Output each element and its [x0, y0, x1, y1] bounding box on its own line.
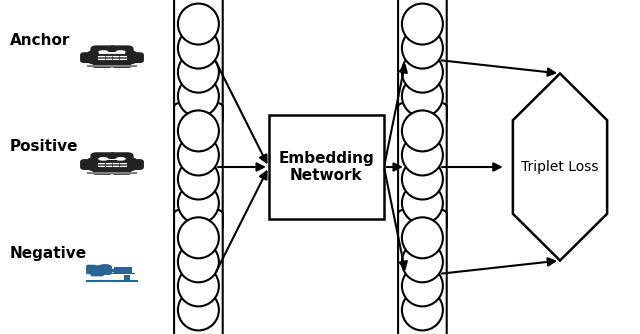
- Ellipse shape: [402, 217, 443, 258]
- Ellipse shape: [178, 183, 219, 223]
- Text: Positive: Positive: [10, 140, 78, 154]
- Ellipse shape: [178, 266, 219, 306]
- FancyBboxPatch shape: [81, 160, 97, 169]
- Ellipse shape: [402, 76, 443, 117]
- FancyBboxPatch shape: [124, 275, 131, 281]
- FancyBboxPatch shape: [174, 0, 223, 124]
- Text: Anchor: Anchor: [10, 33, 70, 47]
- Ellipse shape: [178, 28, 219, 68]
- FancyBboxPatch shape: [93, 171, 111, 174]
- FancyBboxPatch shape: [91, 272, 104, 277]
- Ellipse shape: [178, 159, 219, 199]
- Ellipse shape: [178, 4, 219, 44]
- FancyBboxPatch shape: [99, 159, 125, 160]
- Ellipse shape: [178, 217, 219, 258]
- FancyBboxPatch shape: [115, 267, 132, 273]
- Text: Embedding
Network: Embedding Network: [278, 151, 374, 183]
- FancyBboxPatch shape: [113, 59, 130, 67]
- FancyBboxPatch shape: [109, 46, 115, 47]
- Polygon shape: [513, 73, 607, 261]
- Ellipse shape: [402, 241, 443, 282]
- FancyBboxPatch shape: [88, 158, 136, 170]
- FancyBboxPatch shape: [104, 269, 125, 272]
- Ellipse shape: [402, 183, 443, 223]
- Ellipse shape: [99, 158, 108, 160]
- FancyBboxPatch shape: [89, 273, 135, 274]
- Ellipse shape: [178, 241, 219, 282]
- Ellipse shape: [402, 159, 443, 199]
- FancyBboxPatch shape: [86, 265, 97, 274]
- Ellipse shape: [402, 52, 443, 93]
- FancyBboxPatch shape: [98, 56, 126, 59]
- Ellipse shape: [178, 290, 219, 330]
- FancyBboxPatch shape: [88, 51, 136, 63]
- Text: Triplet Loss: Triplet Loss: [521, 160, 599, 174]
- FancyBboxPatch shape: [92, 153, 132, 163]
- Ellipse shape: [402, 28, 443, 68]
- FancyBboxPatch shape: [92, 46, 132, 56]
- FancyBboxPatch shape: [93, 64, 111, 67]
- FancyBboxPatch shape: [269, 115, 384, 219]
- FancyBboxPatch shape: [98, 163, 126, 166]
- FancyBboxPatch shape: [113, 166, 130, 174]
- Ellipse shape: [99, 51, 108, 53]
- Text: Negative: Negative: [10, 246, 87, 261]
- Ellipse shape: [402, 290, 443, 330]
- FancyBboxPatch shape: [94, 166, 111, 174]
- Ellipse shape: [402, 4, 443, 44]
- FancyBboxPatch shape: [113, 171, 131, 174]
- FancyBboxPatch shape: [174, 103, 223, 231]
- FancyBboxPatch shape: [398, 210, 447, 334]
- Ellipse shape: [116, 158, 125, 160]
- Ellipse shape: [402, 135, 443, 175]
- Ellipse shape: [402, 266, 443, 306]
- FancyBboxPatch shape: [398, 103, 447, 231]
- FancyBboxPatch shape: [113, 64, 131, 67]
- Ellipse shape: [178, 135, 219, 175]
- FancyBboxPatch shape: [127, 160, 143, 169]
- FancyBboxPatch shape: [127, 53, 143, 62]
- FancyBboxPatch shape: [90, 265, 112, 275]
- FancyBboxPatch shape: [81, 53, 97, 62]
- FancyBboxPatch shape: [94, 59, 111, 67]
- FancyBboxPatch shape: [174, 210, 223, 334]
- Ellipse shape: [99, 264, 111, 268]
- Ellipse shape: [402, 111, 443, 151]
- Ellipse shape: [178, 111, 219, 151]
- Ellipse shape: [178, 76, 219, 117]
- Ellipse shape: [178, 52, 219, 93]
- FancyBboxPatch shape: [109, 153, 115, 154]
- Ellipse shape: [116, 51, 125, 53]
- FancyBboxPatch shape: [99, 52, 125, 53]
- FancyBboxPatch shape: [398, 0, 447, 124]
